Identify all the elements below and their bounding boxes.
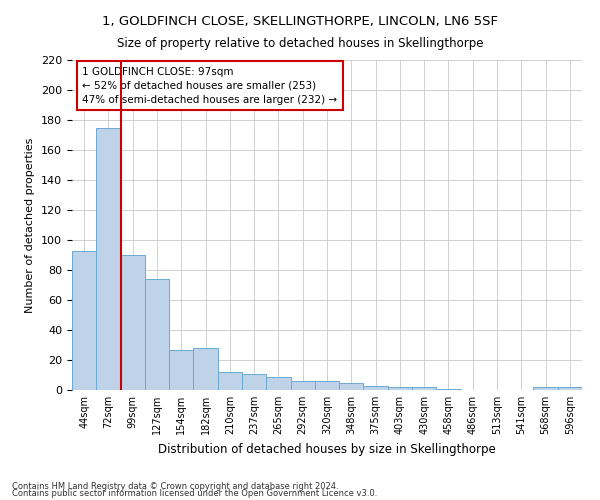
Bar [72,250,96,390]
Bar [193,348,218,390]
Text: 1, GOLDFINCH CLOSE, SKELLINGTHORPE, LINCOLN, LN6 5SF: 1, GOLDFINCH CLOSE, SKELLINGTHORPE, LINC… [102,15,498,28]
Bar [436,388,461,390]
X-axis label: Distribution of detached houses by size in Skellingthorpe: Distribution of detached houses by size … [158,442,496,456]
Bar [266,376,290,390]
Bar [339,382,364,390]
Bar [388,387,412,390]
Text: Contains public sector information licensed under the Open Government Licence v3: Contains public sector information licen… [12,489,377,498]
Bar [412,387,436,390]
Bar [290,381,315,390]
Bar [364,386,388,390]
Bar [218,372,242,390]
Y-axis label: Number of detached properties: Number of detached properties [25,138,35,312]
Bar [242,374,266,390]
Bar [315,381,339,390]
Bar [96,128,121,390]
Text: Contains HM Land Registry data © Crown copyright and database right 2024.: Contains HM Land Registry data © Crown c… [12,482,338,491]
Text: 1 GOLDFINCH CLOSE: 97sqm
← 52% of detached houses are smaller (253)
47% of semi-: 1 GOLDFINCH CLOSE: 97sqm ← 52% of detach… [82,66,337,104]
Bar [145,279,169,390]
Bar [121,255,145,390]
Text: Size of property relative to detached houses in Skellingthorpe: Size of property relative to detached ho… [117,38,483,51]
Bar [533,387,558,390]
Bar [169,350,193,390]
Bar [558,387,582,390]
